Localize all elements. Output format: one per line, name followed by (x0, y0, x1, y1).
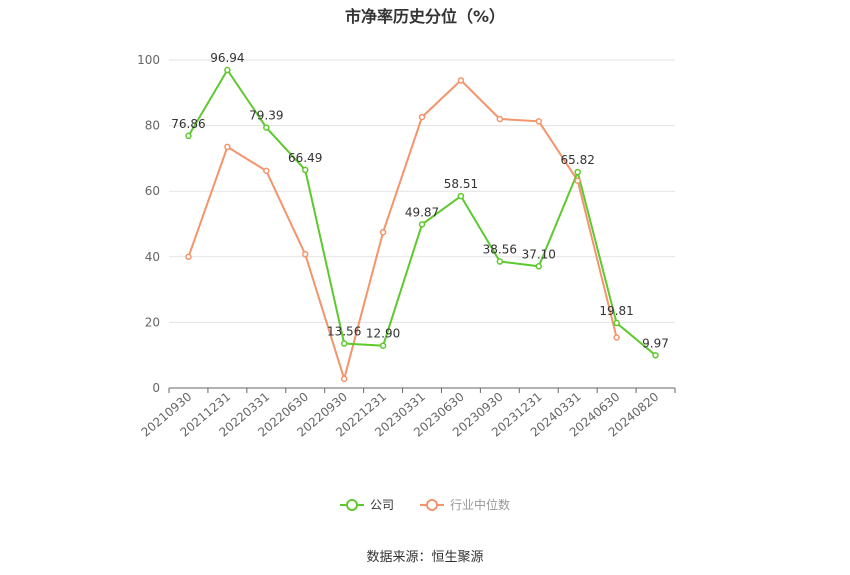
data-point-industry-median (613, 334, 620, 341)
y-tick-label: 60 (145, 184, 160, 198)
data-label: 96.94 (210, 51, 244, 65)
data-label: 9.97 (642, 336, 669, 350)
data-point-company (418, 221, 426, 228)
data-point-industry-median (224, 143, 231, 151)
data-point-company (613, 319, 620, 327)
y-tick-label: 80 (145, 119, 160, 133)
legend-label: 公司 (369, 498, 394, 512)
y-tick-label: 100 (137, 53, 160, 67)
legend-swatch (420, 498, 444, 512)
data-point-company (185, 132, 192, 140)
data-point-industry-median (185, 253, 192, 261)
data-label: 38.56 (483, 243, 517, 257)
data-point-company (535, 263, 543, 270)
data-label: 79.39 (249, 109, 283, 123)
data-point-industry-median (301, 250, 309, 258)
data-point-industry-median (418, 113, 426, 121)
data-point-industry-median (457, 77, 465, 84)
data-label: 19.81 (599, 304, 633, 318)
data-point-company (496, 258, 504, 265)
data-point-industry-median (379, 228, 387, 236)
y-tick-label: 0 (152, 381, 160, 395)
data-point-industry-median (340, 375, 348, 383)
data-point-industry-median (574, 177, 581, 184)
data-label: 58.51 (444, 177, 478, 191)
data-label: 66.49 (288, 151, 322, 165)
legend-item[interactable]: 行业中位数 (420, 496, 510, 513)
legend-label: 行业中位数 (450, 498, 511, 512)
legend: 公司 行业中位数 (0, 496, 850, 513)
series-line-industry-median (187, 78, 618, 383)
data-point-company (224, 66, 231, 74)
data-label: 49.87 (405, 205, 439, 219)
chart-title: 市净率历史分位（%） (344, 7, 506, 26)
data-point-company (301, 166, 309, 174)
data-label: 65.82 (561, 153, 595, 167)
legend-marker (345, 498, 358, 511)
data-point-company (574, 168, 581, 176)
legend-marker (426, 498, 438, 511)
y-tick-label: 40 (145, 250, 160, 264)
data-source: 数据来源：恒生聚源 (366, 550, 484, 565)
legend-swatch (339, 498, 364, 512)
data-label: 76.86 (171, 117, 205, 131)
y-tick-label: 20 (145, 315, 160, 329)
data-point-company (263, 124, 270, 131)
data-point-company (652, 352, 659, 359)
data-point-company (340, 340, 348, 347)
data-point-company (379, 342, 387, 349)
data-label: 13.56 (327, 325, 361, 339)
legend-item[interactable]: 公司 (339, 496, 394, 513)
data-point-company (457, 192, 465, 200)
data-label: 37.10 (522, 247, 556, 261)
data-point-industry-median (496, 115, 504, 123)
data-point-industry-median (535, 118, 543, 125)
data-label: 12.90 (366, 327, 400, 341)
data-point-industry-median (263, 167, 270, 175)
